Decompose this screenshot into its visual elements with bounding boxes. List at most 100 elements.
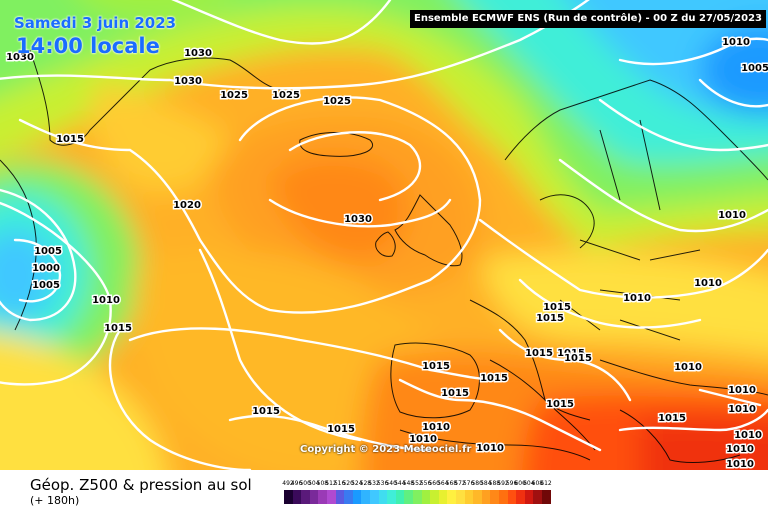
isobar-label: 1025 <box>272 90 300 101</box>
scale-swatch <box>292 490 302 504</box>
isobar-lines <box>0 0 768 470</box>
scale-tick-label: 600 <box>514 480 526 487</box>
scale-tick-label: 516 <box>333 480 346 487</box>
isobar-label: 1030 <box>174 76 202 87</box>
scale-swatch <box>387 490 397 504</box>
scale-swatch <box>301 490 311 504</box>
isobar-label: 1015 <box>658 413 686 424</box>
isobar-label: 1010 <box>422 422 450 433</box>
isobar-label: 1010 <box>674 362 702 373</box>
isobar-label: 1015 <box>252 406 280 417</box>
scale-tick-label: 572 <box>454 480 466 487</box>
geopotential-shading <box>0 0 768 470</box>
scale-swatch <box>404 490 414 504</box>
isobar-label: 1015 <box>557 348 585 359</box>
isobar-label: 1015 <box>525 348 553 359</box>
isobar-label: 1010 <box>92 295 120 306</box>
scale-swatch <box>473 490 483 504</box>
scale-tick-label: 608 <box>531 480 544 487</box>
scale-swatch <box>318 490 328 504</box>
scale-tick-label: 508 <box>316 480 329 487</box>
run-header: Ensemble ECMWF ENS (Run de contrôle) - 0… <box>410 10 766 28</box>
isobar-label: 1010 <box>734 430 762 441</box>
scale-swatch <box>361 490 371 504</box>
legend-footer: Géop. Z500 & pression au sol (+ 180h) 49… <box>0 470 768 512</box>
scale-swatch <box>335 490 345 504</box>
scale-swatch <box>490 490 500 504</box>
forecast-time: 14:00 locale <box>16 34 160 58</box>
scale-tick-label: 584 <box>480 480 492 487</box>
isobar-label: 1030 <box>344 214 372 225</box>
isobar-label: 1015 <box>480 373 508 384</box>
scale-swatch <box>464 490 474 504</box>
isobar-label: 1010 <box>728 385 756 396</box>
scale-swatch <box>499 490 509 504</box>
scale-tick-label: 596 <box>505 480 518 487</box>
isobar-label: 1005 <box>32 280 60 291</box>
scale-tick-label: 612 <box>540 480 552 487</box>
scale-tick-label: 496 <box>290 480 303 487</box>
isobar-label: 1010 <box>728 404 756 415</box>
isobar-label: 1010 <box>726 444 754 455</box>
scale-tick-label: 504 <box>308 480 320 487</box>
scale-tick-label: 548 <box>402 480 415 487</box>
scale-tick-label: 532 <box>368 480 380 487</box>
scale-tick-label: 544 <box>394 480 406 487</box>
isobar-label: 1010 <box>694 278 722 289</box>
product-title: Géop. Z500 & pression au sol <box>30 476 252 494</box>
isobar-label: 1015 <box>564 353 592 364</box>
isobar-label: 1015 <box>546 399 574 410</box>
isobar-label: 1030 <box>6 52 34 63</box>
isobar-label: 1020 <box>173 200 201 211</box>
isobar-label: 1015 <box>104 323 132 334</box>
isobar-labels: 1030 1030 1030 1025 1025 1025 1015 1020 1030 1005… <box>5 36 768 471</box>
scale-tick-label: 556 <box>419 480 432 487</box>
scale-swatch <box>430 490 440 504</box>
scale-tick-label: 560 <box>428 480 440 487</box>
scale-swatch <box>395 490 405 504</box>
isobar-label: 1015 <box>543 302 571 313</box>
isobar-label: 1010 <box>726 459 754 470</box>
scale-swatch <box>516 490 526 504</box>
scale-tick-label: 540 <box>385 480 397 487</box>
scale-tick-label: 576 <box>462 480 475 487</box>
scale-tick-label: 520 <box>342 480 354 487</box>
scale-swatch <box>309 490 319 504</box>
coastlines <box>0 49 768 463</box>
scale-tick-label: 592 <box>497 480 509 487</box>
isobar-label: 1015 <box>327 424 355 435</box>
scale-swatch <box>284 490 294 504</box>
forecast-date: Samedi 3 juin 2023 <box>14 14 177 32</box>
isobar-label: 1015 <box>536 313 564 324</box>
isobar-label: 1010 <box>409 434 437 445</box>
scale-tick-label: 528 <box>359 480 372 487</box>
isobar-label: 1025 <box>323 96 351 107</box>
isobar-label: 1025 <box>220 90 248 101</box>
scale-tick-label: 604 <box>523 480 535 487</box>
scale-tick-label: 524 <box>351 480 363 487</box>
scale-swatch <box>507 490 517 504</box>
scale-swatch <box>352 490 362 504</box>
isobar-label: 1015 <box>56 134 84 145</box>
scale-swatch <box>421 490 431 504</box>
scale-tick-label: 588 <box>488 480 501 487</box>
isobar-label: 1010 <box>476 443 504 454</box>
color-scale-bar <box>284 490 552 504</box>
scale-tick-label: 500 <box>299 480 311 487</box>
scale-swatch <box>327 490 337 504</box>
copyright-text: Copyright © 2023 Meteociel.fr <box>300 444 472 455</box>
scale-swatch <box>524 490 534 504</box>
isobar-label: 1000 <box>32 263 60 274</box>
scale-swatch <box>370 490 380 504</box>
isobar-label: 1015 <box>441 388 469 399</box>
isobar-label: 1005 <box>34 246 62 257</box>
isobar-label: 1010 <box>718 210 746 221</box>
scale-tick-label: 564 <box>437 480 449 487</box>
scale-swatch <box>447 490 457 504</box>
scale-swatch <box>542 490 552 504</box>
scale-swatch <box>456 490 466 504</box>
scale-swatch <box>533 490 543 504</box>
isobar-label: 1030 <box>184 48 212 59</box>
isobar-label: 1010 <box>722 37 750 48</box>
